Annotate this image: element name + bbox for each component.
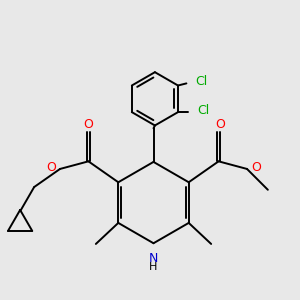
Text: Cl: Cl	[197, 104, 209, 117]
Text: O: O	[46, 161, 56, 174]
Text: O: O	[83, 118, 93, 131]
Text: N: N	[149, 252, 158, 266]
Text: H: H	[149, 262, 158, 272]
Text: Cl: Cl	[195, 76, 207, 88]
Text: O: O	[215, 118, 225, 131]
Text: O: O	[251, 161, 261, 174]
